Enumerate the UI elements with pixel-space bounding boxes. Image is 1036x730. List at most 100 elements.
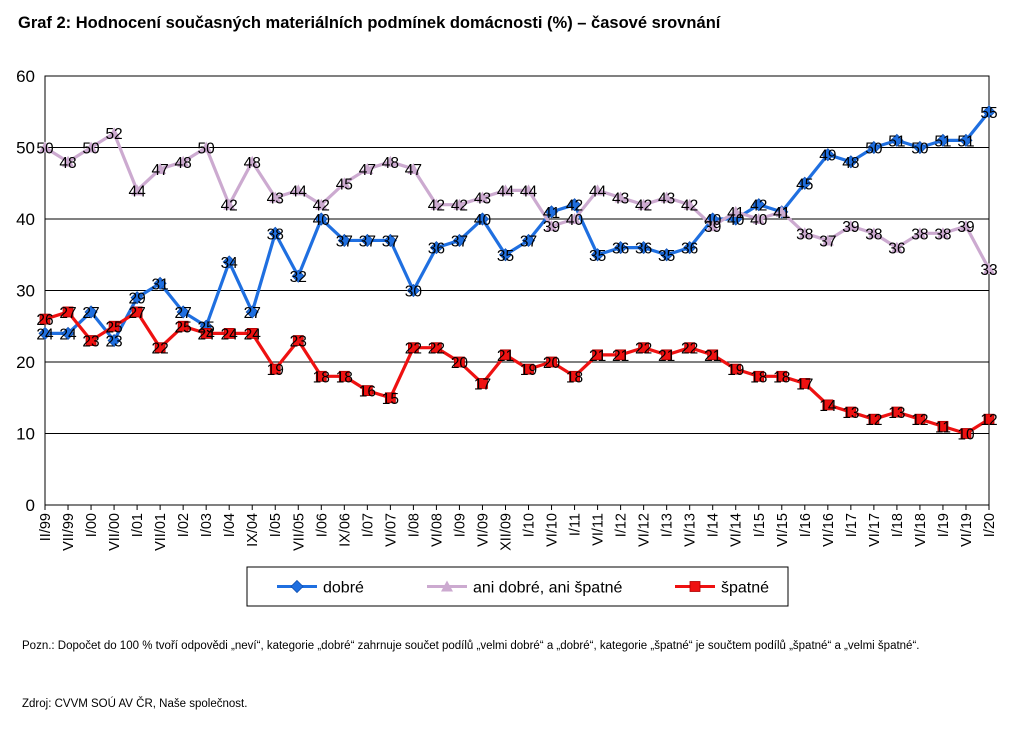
y-tick-label: 20 bbox=[16, 353, 35, 372]
legend-label: dobré bbox=[323, 580, 364, 597]
data-label: 18 bbox=[773, 369, 790, 386]
square-marker bbox=[845, 406, 857, 418]
square-marker bbox=[431, 342, 442, 354]
triangle-marker bbox=[983, 263, 995, 275]
diamond-marker bbox=[290, 579, 304, 594]
diamond-marker bbox=[176, 305, 190, 319]
data-label: 26 bbox=[36, 312, 53, 329]
x-tick-label: I/10 bbox=[522, 513, 538, 537]
diamond-marker bbox=[107, 333, 121, 348]
data-label: 22 bbox=[635, 341, 652, 358]
diamond-marker bbox=[752, 198, 766, 212]
y-tick-label: 50 bbox=[16, 139, 35, 158]
data-label: 20 bbox=[543, 355, 561, 372]
x-tick-label: I/02 bbox=[176, 513, 192, 537]
x-tick-label: VI/12 bbox=[637, 513, 653, 547]
triangle-marker bbox=[62, 155, 75, 167]
diamond-marker bbox=[130, 291, 144, 305]
square-marker bbox=[361, 385, 373, 397]
data-label: 24 bbox=[198, 326, 216, 343]
data-label: 31 bbox=[151, 276, 168, 293]
data-label: 33 bbox=[980, 262, 997, 279]
square-marker bbox=[776, 370, 788, 382]
triangle-marker bbox=[798, 227, 811, 239]
data-label: 27 bbox=[128, 305, 145, 322]
data-label: 48 bbox=[244, 155, 261, 172]
square-marker bbox=[407, 342, 419, 354]
square-marker bbox=[338, 370, 350, 382]
data-label: 41 bbox=[543, 205, 560, 222]
data-label: 24 bbox=[36, 326, 54, 343]
data-label: 38 bbox=[865, 226, 882, 243]
y-tick-label: 30 bbox=[16, 282, 35, 301]
data-label: 37 bbox=[451, 233, 468, 250]
square-marker bbox=[684, 342, 696, 354]
diamond-marker bbox=[637, 241, 651, 255]
square-marker bbox=[269, 363, 281, 375]
y-tick-label: 60 bbox=[16, 67, 35, 86]
triangle-marker bbox=[223, 198, 236, 210]
square-marker bbox=[914, 413, 926, 425]
triangle-marker bbox=[108, 127, 121, 139]
data-label: 40 bbox=[704, 212, 722, 229]
square-marker bbox=[730, 363, 742, 375]
y-tick-label: 10 bbox=[16, 425, 35, 444]
data-label: 49 bbox=[819, 148, 836, 165]
x-tick-label: VI/16 bbox=[821, 513, 837, 547]
data-label: 27 bbox=[82, 305, 99, 322]
data-label: 42 bbox=[681, 198, 698, 215]
series-1 bbox=[39, 127, 995, 275]
diamond-marker bbox=[890, 133, 904, 147]
square-marker bbox=[454, 356, 465, 368]
data-label: 38 bbox=[267, 226, 284, 243]
x-tick-label: I/07 bbox=[360, 513, 376, 537]
triangle-marker bbox=[269, 191, 282, 203]
x-tick-label: VII/99 bbox=[61, 513, 77, 551]
square-marker bbox=[615, 349, 627, 361]
triangle-marker bbox=[614, 191, 627, 203]
data-label: 34 bbox=[221, 255, 239, 272]
data-label: 36 bbox=[888, 241, 905, 258]
triangle-marker bbox=[913, 227, 926, 239]
data-label: 47 bbox=[359, 162, 376, 179]
diamond-marker bbox=[614, 241, 628, 255]
data-label: 44 bbox=[589, 183, 607, 200]
data-label: 13 bbox=[842, 405, 859, 422]
grid bbox=[45, 75, 989, 434]
data-label: 36 bbox=[428, 241, 445, 258]
x-tick-label: VI/19 bbox=[959, 513, 975, 547]
x-tick-label: VI/18 bbox=[913, 513, 929, 547]
square-marker bbox=[891, 406, 903, 418]
square-marker bbox=[292, 335, 304, 346]
data-label: 39 bbox=[704, 219, 721, 236]
data-label: 11 bbox=[935, 419, 951, 436]
data-label: 29 bbox=[128, 291, 145, 308]
diamond-marker bbox=[337, 233, 351, 248]
data-label: 55 bbox=[980, 105, 997, 122]
data-label: 22 bbox=[405, 341, 422, 358]
data-label: 21 bbox=[497, 348, 514, 365]
x-tick-label: VII/00 bbox=[107, 513, 123, 551]
diamond-marker bbox=[475, 212, 490, 226]
diamond-marker bbox=[959, 133, 973, 147]
data-label: 27 bbox=[175, 305, 192, 322]
x-tick-label: I/13 bbox=[660, 513, 676, 537]
x-tick-label: VI/10 bbox=[545, 513, 561, 547]
square-marker bbox=[638, 342, 650, 354]
data-label: 27 bbox=[244, 305, 261, 322]
square-marker bbox=[131, 306, 143, 318]
data-label: 25 bbox=[198, 319, 215, 336]
data-label: 40 bbox=[313, 212, 331, 229]
data-label: 51 bbox=[888, 133, 905, 150]
square-marker bbox=[477, 378, 488, 389]
triangle-marker bbox=[936, 227, 949, 239]
triangle-marker bbox=[131, 184, 144, 196]
data-label: 44 bbox=[290, 183, 308, 200]
data-label: 18 bbox=[750, 369, 767, 386]
data-label: 25 bbox=[175, 319, 192, 336]
x-tick-label: I/11 bbox=[568, 513, 584, 536]
diamond-marker bbox=[452, 233, 467, 248]
data-label: 43 bbox=[267, 191, 284, 208]
triangle-marker bbox=[821, 234, 834, 246]
